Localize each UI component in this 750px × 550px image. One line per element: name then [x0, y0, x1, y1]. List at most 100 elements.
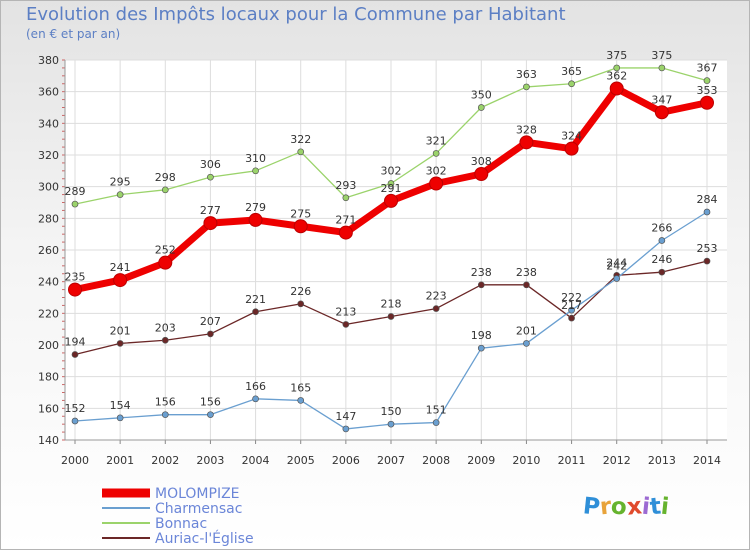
data-point — [703, 77, 711, 84]
data-point — [207, 173, 214, 181]
data-point — [297, 300, 305, 308]
logo-letter: i — [659, 493, 670, 521]
x-tick-label: 2000 — [61, 454, 89, 467]
data-label: 293 — [335, 179, 356, 192]
chart-title: Evolution des Impôts locaux pour la Comm… — [26, 4, 566, 25]
y-tick-label: 300 — [38, 181, 59, 194]
data-label: 151 — [426, 404, 447, 417]
data-label: 367 — [697, 62, 718, 75]
data-point — [613, 64, 621, 72]
data-point — [523, 340, 530, 347]
data-point — [609, 81, 624, 96]
data-point — [71, 351, 79, 358]
data-label: 147 — [335, 410, 356, 423]
data-label: 284 — [697, 193, 718, 206]
data-label: 308 — [471, 155, 492, 168]
x-tick-label: 2003 — [196, 454, 224, 467]
data-point — [703, 257, 711, 265]
data-label: 363 — [516, 68, 537, 81]
data-point — [338, 225, 353, 240]
data-point — [342, 425, 350, 433]
data-point — [293, 219, 308, 234]
data-point — [654, 105, 669, 120]
data-label: 238 — [516, 266, 537, 279]
data-label: 213 — [335, 305, 356, 318]
data-label: 166 — [245, 380, 266, 393]
data-point — [384, 193, 398, 208]
data-point — [158, 255, 173, 270]
data-point — [207, 411, 214, 419]
data-label: 324 — [561, 130, 582, 143]
legend-label: Bonnac — [155, 516, 207, 532]
chart-subtitle: (en € et par an) — [26, 27, 121, 41]
y-tick-label: 340 — [38, 117, 59, 130]
y-tick-label: 240 — [38, 276, 59, 289]
data-label: 295 — [110, 176, 131, 189]
data-point — [429, 176, 444, 191]
data-label: 241 — [110, 261, 131, 274]
data-point — [248, 212, 263, 227]
x-tick-label: 2012 — [603, 454, 631, 467]
data-label: 165 — [290, 381, 311, 394]
data-point — [703, 208, 711, 216]
data-label: 289 — [65, 185, 86, 198]
data-point — [203, 216, 218, 231]
data-point — [113, 273, 128, 288]
data-point — [116, 191, 124, 198]
data-point — [432, 305, 440, 312]
data-label: 375 — [606, 49, 627, 62]
data-point — [387, 420, 395, 428]
data-label: 353 — [697, 84, 718, 97]
data-point — [297, 397, 305, 404]
y-tick-label: 160 — [38, 402, 59, 415]
data-label: 365 — [561, 65, 582, 78]
y-tick-label: 140 — [38, 434, 59, 447]
data-label: 291 — [381, 182, 402, 195]
data-point — [519, 135, 534, 150]
data-point — [161, 336, 169, 344]
data-label: 223 — [426, 290, 447, 303]
data-label: 244 — [606, 256, 627, 269]
data-label: 156 — [155, 396, 176, 409]
y-tick-label: 260 — [38, 244, 59, 257]
x-tick-label: 2004 — [242, 454, 270, 467]
data-point — [477, 344, 485, 352]
data-label: 298 — [155, 171, 176, 184]
data-label: 310 — [245, 152, 266, 165]
y-tick-label: 220 — [38, 307, 59, 320]
data-point — [564, 141, 579, 156]
data-label: 246 — [651, 253, 672, 266]
data-label: 222 — [561, 291, 582, 304]
data-label: 253 — [697, 242, 718, 255]
data-point — [432, 150, 440, 157]
data-label: 152 — [65, 402, 86, 415]
y-tick-label: 360 — [38, 86, 59, 99]
y-tick-label: 280 — [38, 212, 59, 225]
data-point — [387, 180, 395, 187]
data-point — [252, 395, 259, 403]
x-tick-label: 2002 — [151, 454, 179, 467]
data-label: 194 — [65, 336, 86, 349]
data-label: 362 — [606, 70, 627, 83]
data-label: 302 — [426, 165, 447, 178]
x-tick-label: 2010 — [512, 454, 540, 467]
data-point — [568, 314, 575, 322]
data-label: 302 — [381, 165, 402, 178]
data-point — [432, 419, 440, 426]
x-tick-label: 2009 — [467, 454, 495, 467]
data-label: 242 — [606, 260, 627, 273]
x-tick-label: 2011 — [558, 454, 586, 467]
data-point — [71, 417, 79, 425]
data-label: 154 — [110, 399, 131, 412]
data-label: 201 — [110, 324, 131, 337]
x-tick-label: 2013 — [648, 454, 676, 467]
data-point — [68, 282, 82, 297]
data-label: 347 — [651, 93, 672, 106]
data-point — [568, 80, 575, 88]
data-point — [252, 308, 259, 316]
data-label: 279 — [245, 201, 266, 214]
data-label: 306 — [200, 158, 221, 171]
data-label: 321 — [426, 134, 447, 147]
x-tick-label: 2006 — [332, 454, 360, 467]
